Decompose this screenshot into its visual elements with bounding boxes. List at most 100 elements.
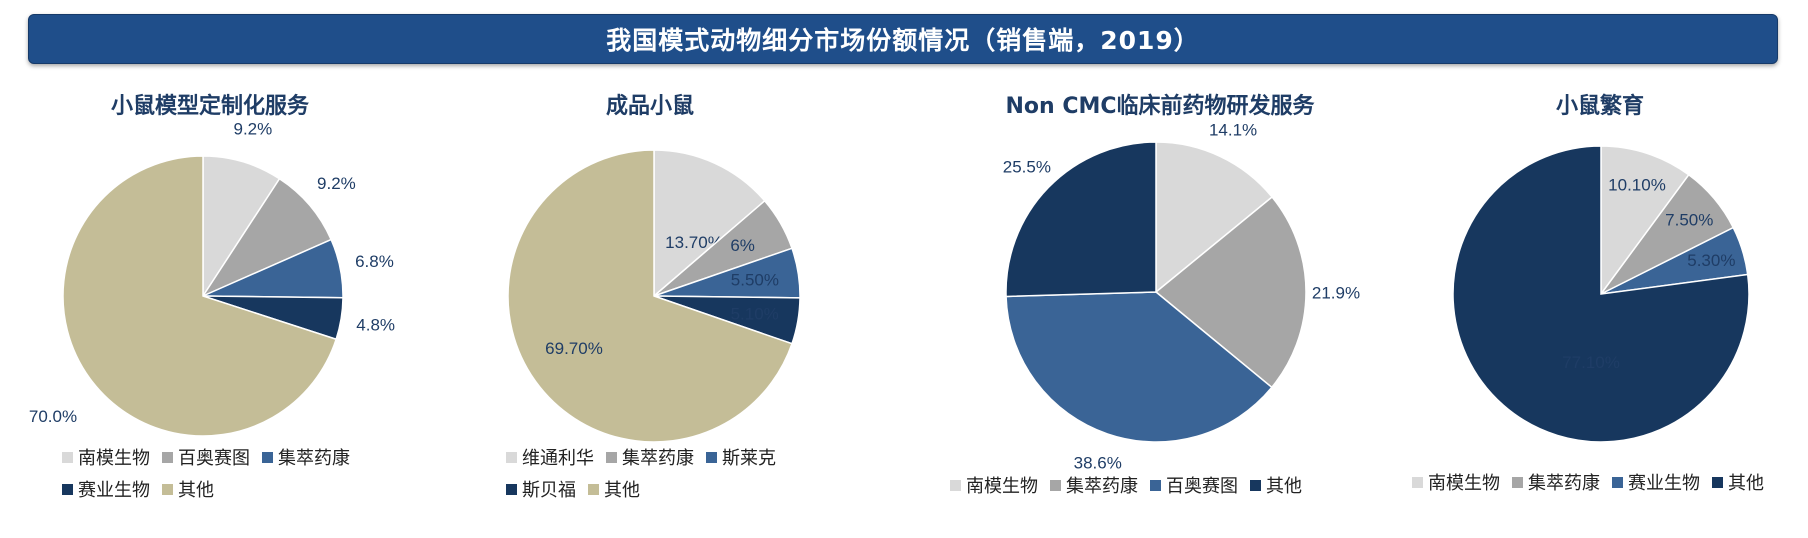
data-label-0: 14.1% (1209, 120, 1257, 139)
data-label-2: 6.8% (355, 252, 394, 271)
legend-item: 集萃药康 (606, 444, 694, 470)
legend-swatch (1512, 476, 1523, 488)
data-label-4: 69.70% (545, 339, 603, 358)
legend-label: 斯莱克 (722, 448, 776, 469)
legend-item: 百奥赛图 (162, 444, 250, 470)
pie-slice-1 (200, 177, 333, 298)
legend-label: 集萃药康 (1528, 473, 1600, 494)
legend-item: 百奥赛图 (1150, 472, 1238, 498)
legend-label: 南模生物 (1428, 473, 1500, 494)
pie-chart-mouse-breeding: 小鼠繁育 10.10% 7.50% 5.30% 77.10% 南模生物 集萃药康 赛业生物… (1400, 74, 1800, 534)
pie-plot: 9.2% 9.2% 6.8% 4.8% 70.0% (29, 119, 395, 437)
chart-legend: 南模生物 集萃药康 赛业生物 其他 (1412, 466, 1808, 498)
pie-slice-0 (202, 155, 281, 299)
pie-slice-4 (62, 155, 338, 437)
legend-label: 维通利华 (522, 448, 594, 469)
chart-legend: 南模生物 集萃药康 百奥赛图 其他 (950, 469, 1390, 501)
data-label-2: 5.30% (1687, 251, 1735, 270)
legend-item: 斯莱克 (706, 444, 776, 470)
legend-label: 其他 (1728, 473, 1764, 494)
legend-swatch (262, 451, 273, 463)
chart-legend: 维通利华 集萃药康 斯莱克斯贝福 其他 (506, 441, 846, 505)
chart-legend: 南模生物 百奥赛图 集萃药康赛业生物 其他 (62, 441, 402, 505)
legend-item: 南模生物 (62, 444, 150, 470)
legend-row: 南模生物 百奥赛图 集萃药康 (62, 441, 402, 473)
legend-swatch (1050, 479, 1061, 491)
legend-label: 南模生物 (78, 448, 150, 469)
pie-chart-non-cmc-preclinical: Non CMC临床前药物研发服务 14.1% 21.9% 38.6% 25.5% 南模… (940, 74, 1380, 534)
legend-swatch (1150, 479, 1161, 491)
pie-slice-0 (653, 149, 766, 298)
legend-item: 斯贝福 (506, 476, 576, 502)
legend-swatch (588, 483, 599, 495)
data-label-3: 25.5% (1003, 158, 1051, 177)
pie-slice-3 (1005, 141, 1157, 298)
legend-row: 维通利华 集萃药康 斯莱克 (506, 441, 846, 473)
pie-chart-custom-mouse-model: 小鼠模型定制化服务 9.2% 9.2% 6.8% 4.8% 70.0% 南模生物 百奥赛图… (0, 74, 420, 534)
chart-title: 小鼠繁育 (1555, 94, 1644, 119)
pie-slice-3 (1452, 145, 1750, 443)
legend-label: 其他 (1266, 476, 1302, 497)
legend-row: 赛业生物 其他 (62, 473, 402, 505)
data-label-0: 9.2% (234, 119, 273, 138)
legend-item: 集萃药康 (1512, 469, 1600, 495)
legend-label: 其他 (604, 480, 640, 501)
title-banner: 我国模式动物细分市场份额情况（销售端，2019） (28, 14, 1778, 64)
pie-slice-2 (1005, 291, 1273, 443)
legend-item: 南模生物 (950, 472, 1038, 498)
legend-label: 集萃药康 (278, 448, 350, 469)
data-label-3: 4.8% (356, 315, 395, 334)
pie-plot: 14.1% 21.9% 38.6% 25.5% (1003, 120, 1360, 472)
data-label-2: 5.50% (731, 271, 779, 290)
legend-row: 斯贝福 其他 (506, 473, 846, 505)
data-label-1: 7.50% (1665, 211, 1713, 230)
legend-label: 其他 (178, 480, 214, 501)
legend-swatch (62, 483, 73, 495)
data-label-1: 21.9% (1312, 283, 1360, 302)
legend-item: 南模生物 (1412, 469, 1500, 495)
legend-label: 百奥赛图 (178, 448, 250, 469)
legend-swatch (606, 451, 617, 463)
pie-slice-4 (507, 149, 793, 443)
legend-row: 南模生物 集萃药康 百奥赛图 其他 (950, 469, 1390, 501)
data-label-4: 70.0% (29, 407, 77, 426)
legend-label: 集萃药康 (622, 448, 694, 469)
legend-swatch (506, 451, 517, 463)
page-title: 我国模式动物细分市场份额情况（销售端，2019） (606, 26, 1200, 55)
legend-swatch (1412, 476, 1423, 488)
legend-item: 赛业生物 (62, 476, 150, 502)
data-label-0: 10.10% (1608, 175, 1666, 194)
pie-slice-0 (1155, 141, 1274, 294)
legend-label: 集萃药康 (1066, 476, 1138, 497)
legend-label: 斯贝福 (522, 480, 576, 501)
legend-label: 南模生物 (966, 476, 1038, 497)
legend-label: 赛业生物 (78, 480, 150, 501)
legend-item: 其他 (1250, 472, 1302, 498)
pie-plot: 13.70% 6% 5.50% 5.10% 69.70% (507, 149, 801, 443)
legend-swatch (950, 479, 961, 491)
legend-item: 集萃药康 (262, 444, 350, 470)
legend-item: 赛业生物 (1612, 469, 1700, 495)
pie-chart-finished-mouse: 成品小鼠 13.70% 6% 5.50% 5.10% 69.70% 维通利华 集萃药康 斯莱… (440, 74, 860, 534)
data-label-1: 6% (730, 236, 755, 255)
data-label-3: 5.10% (731, 305, 779, 324)
legend-item: 其他 (1712, 469, 1764, 495)
legend-swatch (1250, 479, 1261, 491)
legend-item: 其他 (162, 476, 214, 502)
data-label-0: 13.70% (665, 233, 723, 252)
legend-label: 赛业生物 (1628, 473, 1700, 494)
data-label-2: 38.6% (1074, 453, 1122, 472)
legend-swatch (1712, 476, 1723, 488)
data-label-1: 9.2% (317, 174, 356, 193)
pie-plot: 10.10% 7.50% 5.30% 77.10% (1452, 145, 1750, 443)
chart-title: 成品小鼠 (605, 94, 694, 119)
legend-swatch (62, 451, 73, 463)
legend-swatch (162, 483, 173, 495)
legend-swatch (162, 451, 173, 463)
pie-slice-0 (1600, 145, 1690, 297)
legend-row: 南模生物 集萃药康 赛业生物 其他 (1412, 466, 1808, 498)
legend-swatch (506, 483, 517, 495)
legend-item: 集萃药康 (1050, 472, 1138, 498)
legend-swatch (706, 451, 717, 463)
data-label-3: 77.10% (1562, 353, 1620, 372)
